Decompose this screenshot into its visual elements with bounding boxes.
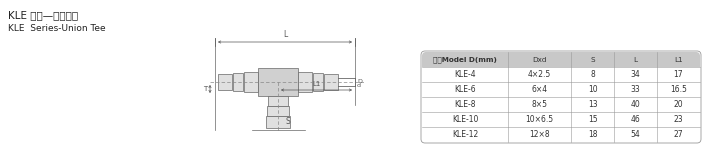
Text: KLE-12: KLE-12 [452,130,478,139]
Text: 20: 20 [674,100,683,109]
Text: S: S [590,57,595,62]
Text: 10: 10 [587,85,597,94]
Text: 10×6.5: 10×6.5 [525,115,554,124]
Text: KLE-6: KLE-6 [454,85,476,94]
Text: 12×8: 12×8 [530,130,550,139]
Text: 54: 54 [630,130,640,139]
Text: D: D [357,79,362,84]
Text: Dxd: Dxd [532,57,546,62]
Text: 8×5: 8×5 [532,100,548,109]
Text: 13: 13 [587,100,597,109]
Text: 6×4: 6×4 [532,85,548,94]
Text: 46: 46 [630,115,640,124]
Bar [266,116,290,128]
Text: KLE-10: KLE-10 [452,115,478,124]
Text: 27: 27 [674,130,683,139]
Text: KLE  Series-Union Tee: KLE Series-Union Tee [8,24,106,33]
Bar [268,96,288,106]
Text: L1: L1 [312,81,321,87]
Text: 4×2.5: 4×2.5 [528,70,551,79]
Bar [218,74,232,90]
Bar [244,72,258,92]
FancyBboxPatch shape [422,52,700,67]
Bar [258,68,298,96]
Bar [313,73,323,91]
Text: 8: 8 [590,70,595,79]
Text: d: d [357,83,361,88]
Bar [267,106,289,116]
Text: 40: 40 [630,100,640,109]
Bar [324,74,338,90]
Text: 18: 18 [588,130,597,139]
Text: S: S [286,117,291,126]
Text: L: L [633,57,638,62]
Text: 33: 33 [630,85,640,94]
Bar [298,72,312,92]
Text: T: T [203,86,207,92]
FancyBboxPatch shape [421,51,701,143]
Text: 23: 23 [674,115,683,124]
Text: 34: 34 [630,70,640,79]
Text: L1: L1 [674,57,683,62]
Text: 16.5: 16.5 [670,85,687,94]
Text: 17: 17 [674,70,683,79]
Bar [422,60,700,67]
Text: 15: 15 [587,115,597,124]
Text: KLE-8: KLE-8 [454,100,476,109]
Text: KLE 系列—快拧三通: KLE 系列—快拧三通 [8,10,78,20]
Text: KLE-4: KLE-4 [454,70,476,79]
Bar [233,73,243,91]
Text: 型号Model D(mm): 型号Model D(mm) [433,56,497,63]
Text: L: L [283,30,287,39]
